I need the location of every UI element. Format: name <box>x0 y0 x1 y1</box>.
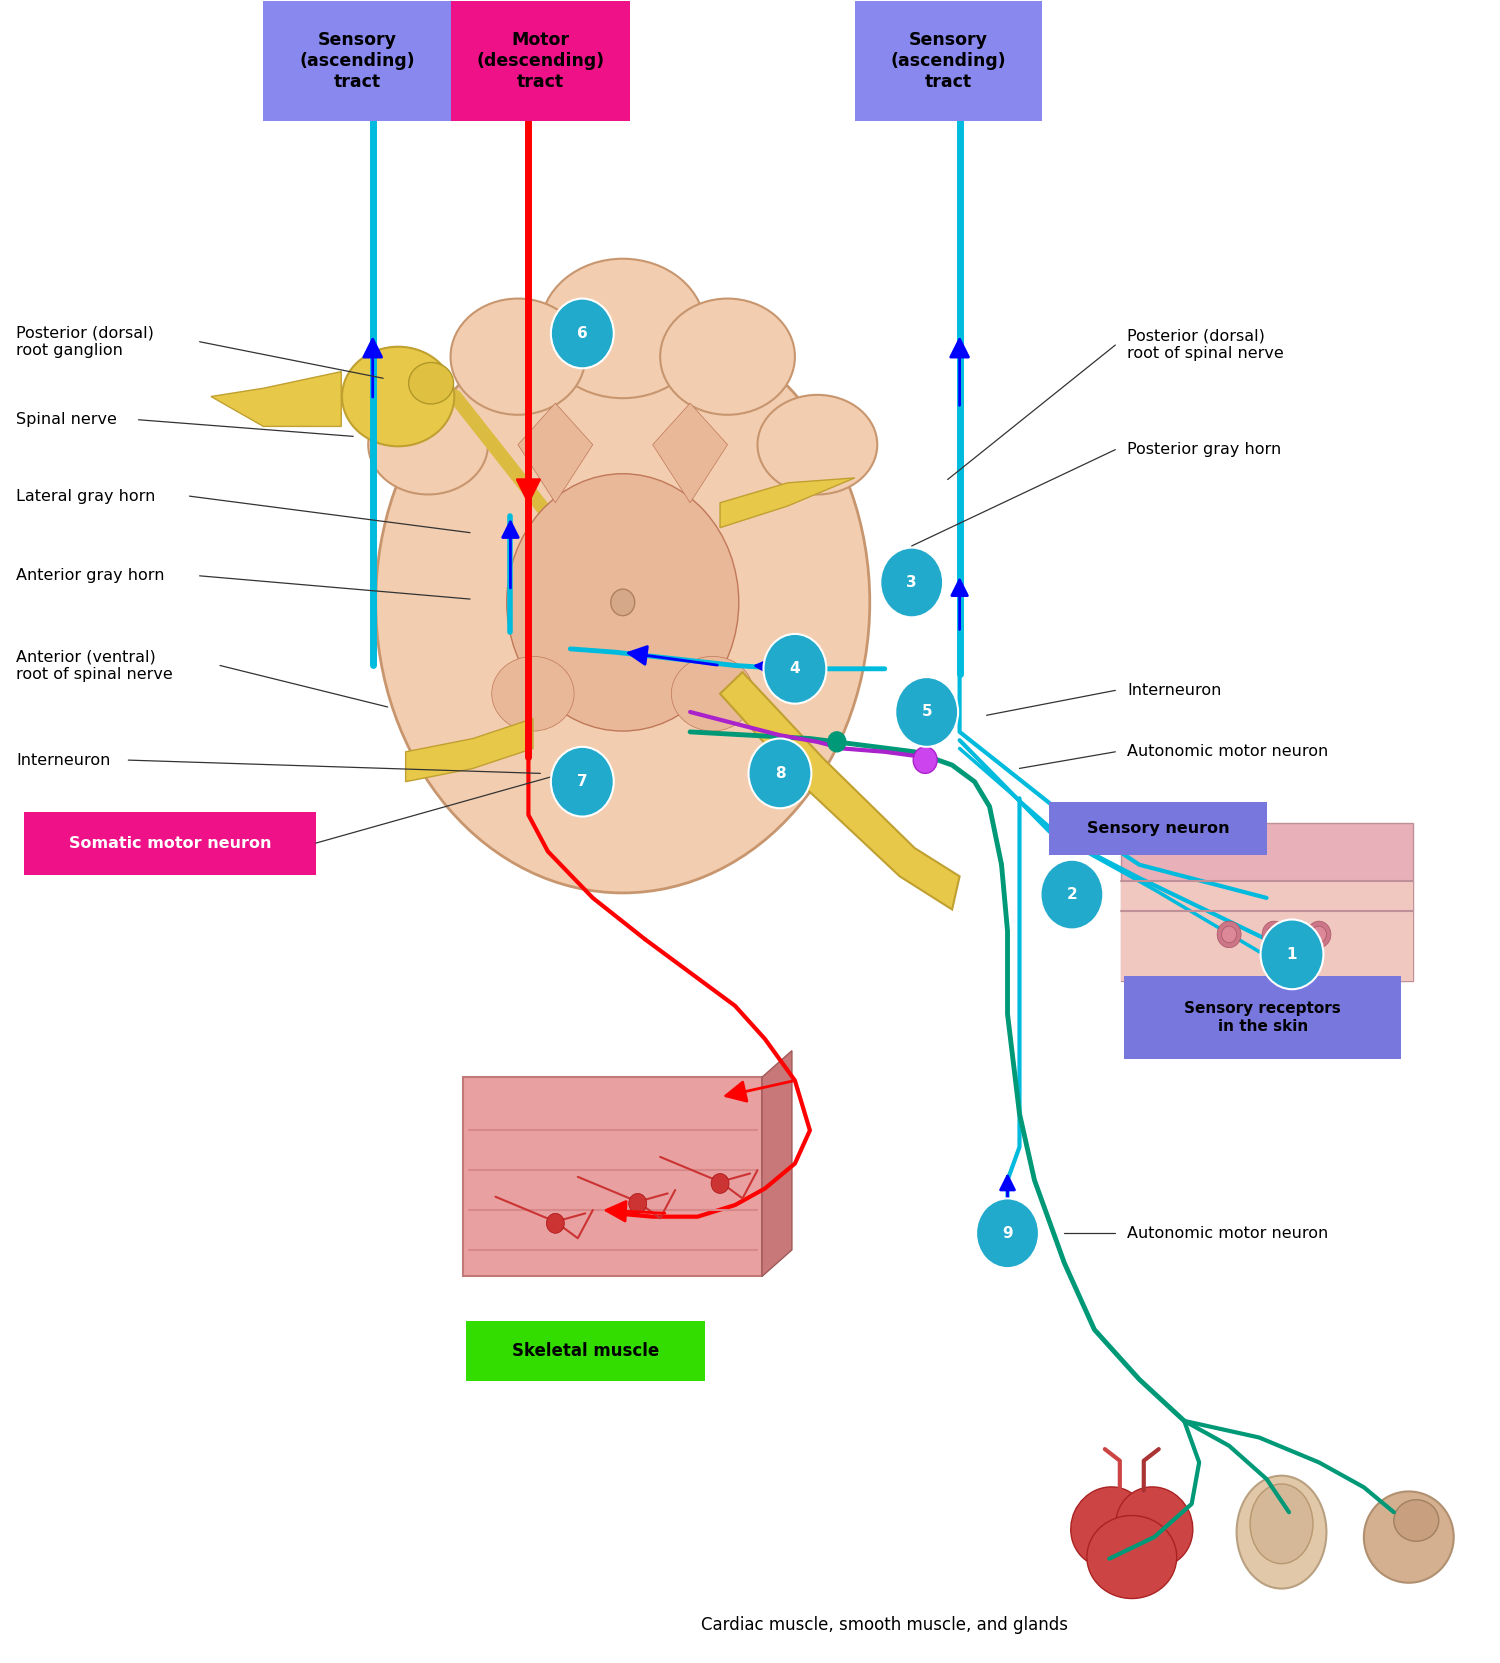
Text: Interneuron: Interneuron <box>16 753 111 768</box>
Text: Sensory receptors
in the skin: Sensory receptors in the skin <box>1185 1001 1341 1034</box>
Text: 3: 3 <box>906 575 916 590</box>
FancyBboxPatch shape <box>1050 802 1266 855</box>
Text: Autonomic motor neuron: Autonomic motor neuron <box>1128 745 1329 760</box>
Text: 9: 9 <box>1002 1226 1013 1241</box>
Circle shape <box>828 732 846 752</box>
Text: Anterior gray horn: Anterior gray horn <box>16 569 165 584</box>
Text: Posterior (dorsal)
root of spinal nerve: Posterior (dorsal) root of spinal nerve <box>1128 329 1284 361</box>
Text: Sensory
(ascending)
tract: Sensory (ascending) tract <box>891 32 1007 91</box>
Text: Skeletal muscle: Skeletal muscle <box>512 1342 658 1360</box>
Text: 8: 8 <box>774 767 786 782</box>
Text: Sensory neuron: Sensory neuron <box>1086 820 1230 836</box>
Ellipse shape <box>450 299 585 414</box>
Text: Autonomic motor neuron: Autonomic motor neuron <box>1128 1226 1329 1241</box>
Ellipse shape <box>492 657 574 732</box>
Circle shape <box>976 1199 1040 1269</box>
Text: 4: 4 <box>789 662 800 677</box>
Ellipse shape <box>1250 1483 1312 1563</box>
Text: Sensory
(ascending)
tract: Sensory (ascending) tract <box>298 32 416 91</box>
Text: 1: 1 <box>1287 946 1298 961</box>
Text: Anterior (ventral)
root of spinal nerve: Anterior (ventral) root of spinal nerve <box>16 649 172 682</box>
Circle shape <box>1216 921 1240 948</box>
Circle shape <box>610 589 634 615</box>
FancyBboxPatch shape <box>855 2 1042 121</box>
Text: Spinal nerve: Spinal nerve <box>16 412 117 427</box>
Polygon shape <box>652 402 728 502</box>
Circle shape <box>628 1194 646 1214</box>
Text: Posterior gray horn: Posterior gray horn <box>1128 442 1281 457</box>
Text: Cardiac muscle, smooth muscle, and glands: Cardiac muscle, smooth muscle, and gland… <box>700 1616 1068 1635</box>
Polygon shape <box>762 1051 792 1277</box>
FancyBboxPatch shape <box>24 812 316 875</box>
Circle shape <box>550 299 614 368</box>
Text: Somatic motor neuron: Somatic motor neuron <box>69 835 272 850</box>
Ellipse shape <box>540 259 705 397</box>
FancyBboxPatch shape <box>450 2 630 121</box>
Ellipse shape <box>1071 1487 1148 1568</box>
Polygon shape <box>211 371 342 426</box>
Circle shape <box>1260 920 1323 989</box>
Polygon shape <box>405 718 532 782</box>
Circle shape <box>1041 860 1104 930</box>
Ellipse shape <box>1088 1515 1176 1598</box>
Text: 2: 2 <box>1066 886 1077 901</box>
FancyBboxPatch shape <box>462 1078 762 1277</box>
Polygon shape <box>720 477 855 527</box>
Text: Posterior (dorsal)
root ganglion: Posterior (dorsal) root ganglion <box>16 326 154 358</box>
Circle shape <box>1266 926 1281 943</box>
Circle shape <box>711 1174 729 1194</box>
Circle shape <box>896 677 958 747</box>
Ellipse shape <box>375 313 870 893</box>
Ellipse shape <box>1394 1500 1438 1542</box>
Ellipse shape <box>507 474 740 732</box>
Circle shape <box>764 634 826 703</box>
Polygon shape <box>518 402 593 502</box>
Circle shape <box>914 747 938 773</box>
Ellipse shape <box>1116 1487 1192 1568</box>
Ellipse shape <box>1236 1475 1326 1588</box>
Text: 7: 7 <box>578 775 588 790</box>
Circle shape <box>546 1214 564 1234</box>
Polygon shape <box>720 672 960 910</box>
Circle shape <box>550 747 614 817</box>
Circle shape <box>1311 926 1326 943</box>
Circle shape <box>1221 926 1236 943</box>
Text: Lateral gray horn: Lateral gray horn <box>16 489 156 504</box>
Ellipse shape <box>368 394 488 494</box>
FancyBboxPatch shape <box>465 1322 705 1380</box>
Circle shape <box>1306 921 1330 948</box>
Ellipse shape <box>408 363 453 404</box>
Ellipse shape <box>342 346 454 446</box>
FancyBboxPatch shape <box>1122 881 1413 981</box>
Text: Interneuron: Interneuron <box>1128 683 1221 698</box>
Circle shape <box>880 547 944 617</box>
Circle shape <box>1262 921 1286 948</box>
FancyBboxPatch shape <box>1125 976 1401 1059</box>
FancyBboxPatch shape <box>1122 823 1413 981</box>
Text: Motor
(descending)
tract: Motor (descending) tract <box>477 32 604 91</box>
FancyBboxPatch shape <box>264 2 450 121</box>
Text: 5: 5 <box>921 705 932 720</box>
Ellipse shape <box>660 299 795 414</box>
Text: 6: 6 <box>578 326 588 341</box>
Circle shape <box>748 738 812 808</box>
Ellipse shape <box>1364 1492 1454 1583</box>
Ellipse shape <box>758 394 878 494</box>
Ellipse shape <box>672 657 753 732</box>
